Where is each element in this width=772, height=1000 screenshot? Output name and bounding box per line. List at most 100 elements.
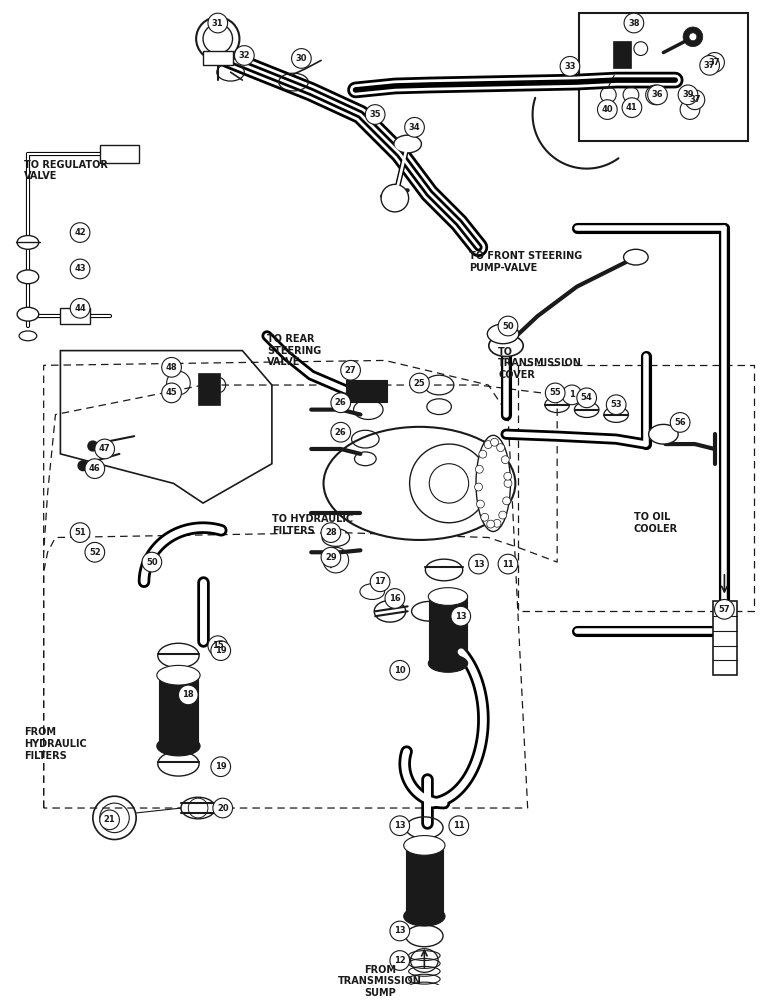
Text: 54: 54: [581, 393, 593, 402]
Bar: [405, 845, 443, 916]
Ellipse shape: [487, 324, 519, 344]
Text: 45: 45: [166, 388, 178, 397]
Circle shape: [685, 90, 705, 110]
Circle shape: [321, 547, 340, 567]
Text: 38: 38: [628, 19, 640, 28]
Ellipse shape: [476, 435, 510, 531]
Circle shape: [405, 117, 425, 137]
Circle shape: [365, 105, 385, 124]
Ellipse shape: [394, 135, 422, 153]
Text: 47: 47: [99, 444, 110, 453]
Text: 37: 37: [689, 95, 701, 104]
Text: 20: 20: [217, 804, 229, 813]
Bar: [613, 41, 631, 68]
Circle shape: [486, 520, 495, 528]
Circle shape: [178, 685, 198, 705]
Text: 16: 16: [389, 594, 401, 603]
Text: 11: 11: [453, 821, 465, 830]
Bar: [159, 675, 198, 746]
Circle shape: [95, 439, 114, 459]
Ellipse shape: [624, 249, 648, 265]
Circle shape: [484, 441, 492, 449]
Text: 26: 26: [335, 428, 347, 437]
Text: 43: 43: [74, 264, 86, 273]
Ellipse shape: [17, 270, 39, 284]
Circle shape: [410, 373, 429, 393]
Text: TO HYDRAULIC
FILTERS: TO HYDRAULIC FILTERS: [272, 514, 353, 536]
Text: 19: 19: [215, 762, 226, 771]
Circle shape: [479, 450, 486, 458]
Ellipse shape: [157, 736, 200, 756]
Text: 40: 40: [601, 105, 613, 114]
Circle shape: [504, 479, 512, 487]
Bar: [346, 380, 387, 402]
Text: 17: 17: [374, 577, 386, 586]
Circle shape: [100, 810, 120, 830]
Circle shape: [504, 472, 512, 480]
Text: 25: 25: [414, 379, 425, 388]
Circle shape: [469, 554, 489, 574]
Text: 39: 39: [682, 90, 694, 99]
Circle shape: [493, 519, 501, 527]
Circle shape: [689, 33, 697, 41]
Text: 44: 44: [74, 304, 86, 313]
Text: FROM
TRANSMISSION
SUMP: FROM TRANSMISSION SUMP: [338, 965, 422, 998]
Text: 33: 33: [564, 62, 576, 71]
Text: 50: 50: [502, 322, 514, 331]
Text: 18: 18: [182, 690, 194, 699]
Ellipse shape: [404, 836, 445, 855]
Circle shape: [321, 523, 340, 542]
Circle shape: [476, 465, 483, 473]
Circle shape: [503, 497, 510, 505]
Circle shape: [449, 816, 469, 836]
Text: 13: 13: [394, 821, 405, 830]
Circle shape: [481, 513, 489, 521]
Text: 26: 26: [335, 398, 347, 407]
Circle shape: [390, 660, 410, 680]
Text: TO REAR
STEERING
VALVE: TO REAR STEERING VALVE: [267, 334, 321, 367]
Circle shape: [490, 438, 499, 446]
Circle shape: [203, 24, 232, 54]
Circle shape: [606, 395, 626, 415]
Circle shape: [498, 554, 518, 574]
Ellipse shape: [374, 600, 405, 622]
Text: 15: 15: [212, 641, 224, 650]
Text: 12: 12: [394, 956, 405, 965]
Text: 13: 13: [394, 926, 405, 935]
Circle shape: [161, 357, 181, 377]
Ellipse shape: [157, 665, 200, 685]
Text: 30: 30: [296, 54, 307, 63]
Circle shape: [196, 17, 239, 60]
Ellipse shape: [489, 335, 523, 357]
Text: TO
TRANSMISSION
COVER: TO TRANSMISSION COVER: [498, 347, 582, 380]
Circle shape: [85, 542, 105, 562]
Bar: [713, 601, 737, 675]
Text: 57: 57: [719, 605, 730, 614]
Ellipse shape: [17, 236, 39, 249]
Text: 13: 13: [455, 612, 466, 621]
Text: 48: 48: [166, 363, 178, 372]
Text: 37: 37: [704, 61, 716, 70]
Ellipse shape: [181, 797, 215, 819]
Bar: [198, 373, 220, 405]
Text: 27: 27: [345, 366, 357, 375]
Circle shape: [161, 383, 181, 403]
Text: 55: 55: [550, 388, 561, 397]
Circle shape: [331, 393, 350, 413]
Circle shape: [70, 223, 90, 242]
Text: 56: 56: [674, 418, 686, 427]
Ellipse shape: [428, 655, 468, 672]
Circle shape: [476, 500, 484, 508]
Circle shape: [678, 85, 698, 105]
Circle shape: [142, 552, 161, 572]
Circle shape: [371, 572, 390, 592]
Ellipse shape: [17, 307, 39, 321]
Circle shape: [562, 385, 582, 405]
Circle shape: [381, 184, 408, 212]
Circle shape: [390, 816, 410, 836]
Circle shape: [648, 85, 667, 105]
Text: 46: 46: [89, 464, 100, 473]
Ellipse shape: [323, 427, 516, 540]
Circle shape: [577, 388, 597, 408]
Circle shape: [501, 456, 510, 464]
